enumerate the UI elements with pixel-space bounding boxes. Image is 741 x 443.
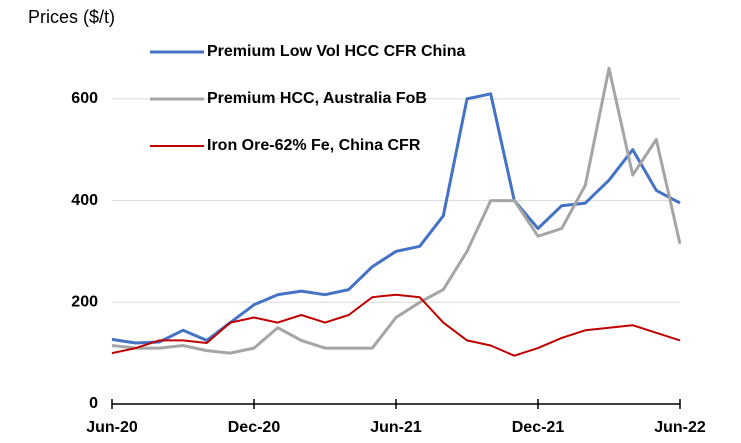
series-line bbox=[111, 66, 682, 355]
series-line bbox=[111, 293, 681, 357]
y-tick-label: 600 bbox=[71, 90, 98, 107]
y-axis-label: Prices ($/t) bbox=[28, 7, 115, 27]
series-line bbox=[111, 92, 681, 345]
legend-label: Iron Ore-62% Fe, China CFR bbox=[207, 137, 421, 154]
x-tick-label: Dec-21 bbox=[512, 419, 565, 436]
y-tick-label: 400 bbox=[71, 192, 98, 209]
x-tick-label: Jun-20 bbox=[86, 419, 138, 436]
y-tick-label: 0 bbox=[89, 395, 98, 412]
x-tick-label: Jun-22 bbox=[654, 419, 706, 436]
x-tick-label: Dec-20 bbox=[228, 419, 281, 436]
x-tick-label: Jun-21 bbox=[370, 419, 422, 436]
y-tick-label: 200 bbox=[71, 294, 98, 311]
legend-label: Premium HCC, Australia FoB bbox=[207, 90, 427, 107]
legend-label: Premium Low Vol HCC CFR China bbox=[207, 43, 465, 60]
